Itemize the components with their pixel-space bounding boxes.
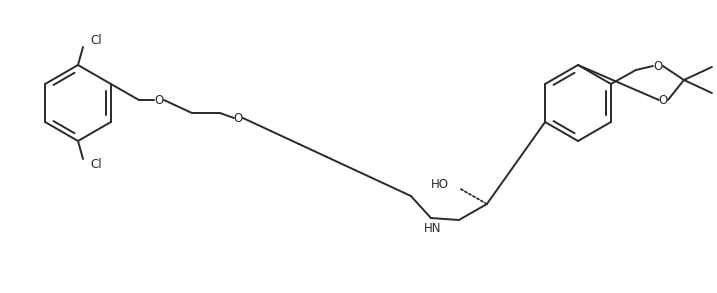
Text: Cl: Cl xyxy=(90,159,102,171)
Text: HO: HO xyxy=(431,178,449,190)
Text: O: O xyxy=(658,93,668,106)
Text: O: O xyxy=(653,59,663,72)
Text: Cl: Cl xyxy=(90,35,102,47)
Text: O: O xyxy=(154,93,163,106)
Text: O: O xyxy=(233,112,242,125)
Text: HN: HN xyxy=(424,222,442,234)
